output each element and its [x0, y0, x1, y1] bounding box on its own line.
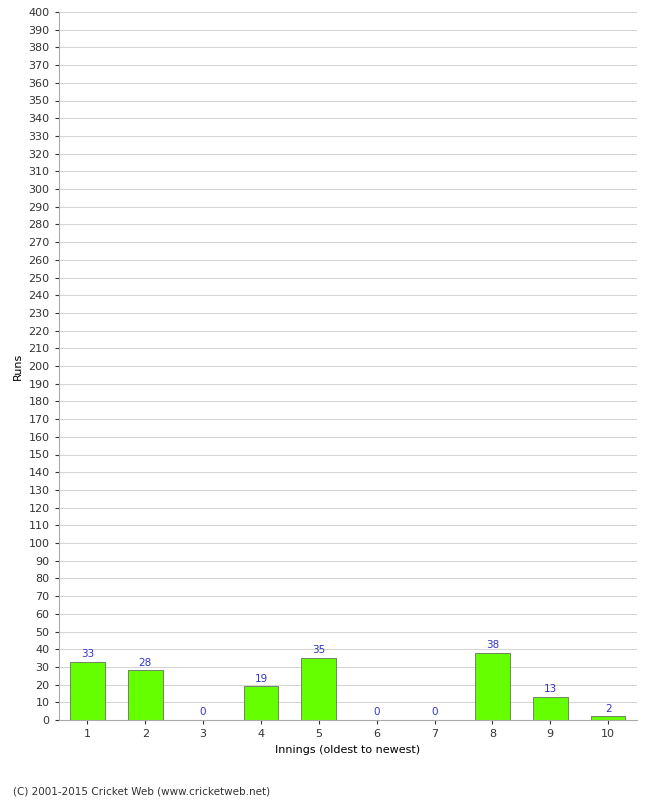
Text: 28: 28 — [138, 658, 152, 668]
Text: 2: 2 — [604, 704, 612, 714]
Text: 13: 13 — [543, 684, 557, 694]
Bar — [475, 653, 510, 720]
Bar — [591, 717, 625, 720]
Bar — [244, 686, 278, 720]
Bar — [128, 670, 162, 720]
X-axis label: Innings (oldest to newest): Innings (oldest to newest) — [275, 745, 421, 754]
Bar — [533, 697, 567, 720]
Text: 33: 33 — [81, 649, 94, 659]
Text: 38: 38 — [486, 640, 499, 650]
Text: 0: 0 — [373, 707, 380, 718]
Text: 35: 35 — [312, 646, 326, 655]
Bar — [302, 658, 336, 720]
Text: 19: 19 — [254, 674, 268, 684]
Y-axis label: Runs: Runs — [12, 352, 23, 380]
Text: (C) 2001-2015 Cricket Web (www.cricketweb.net): (C) 2001-2015 Cricket Web (www.cricketwe… — [13, 786, 270, 796]
Bar — [70, 662, 105, 720]
Text: 0: 0 — [432, 707, 438, 718]
Text: 0: 0 — [200, 707, 207, 718]
